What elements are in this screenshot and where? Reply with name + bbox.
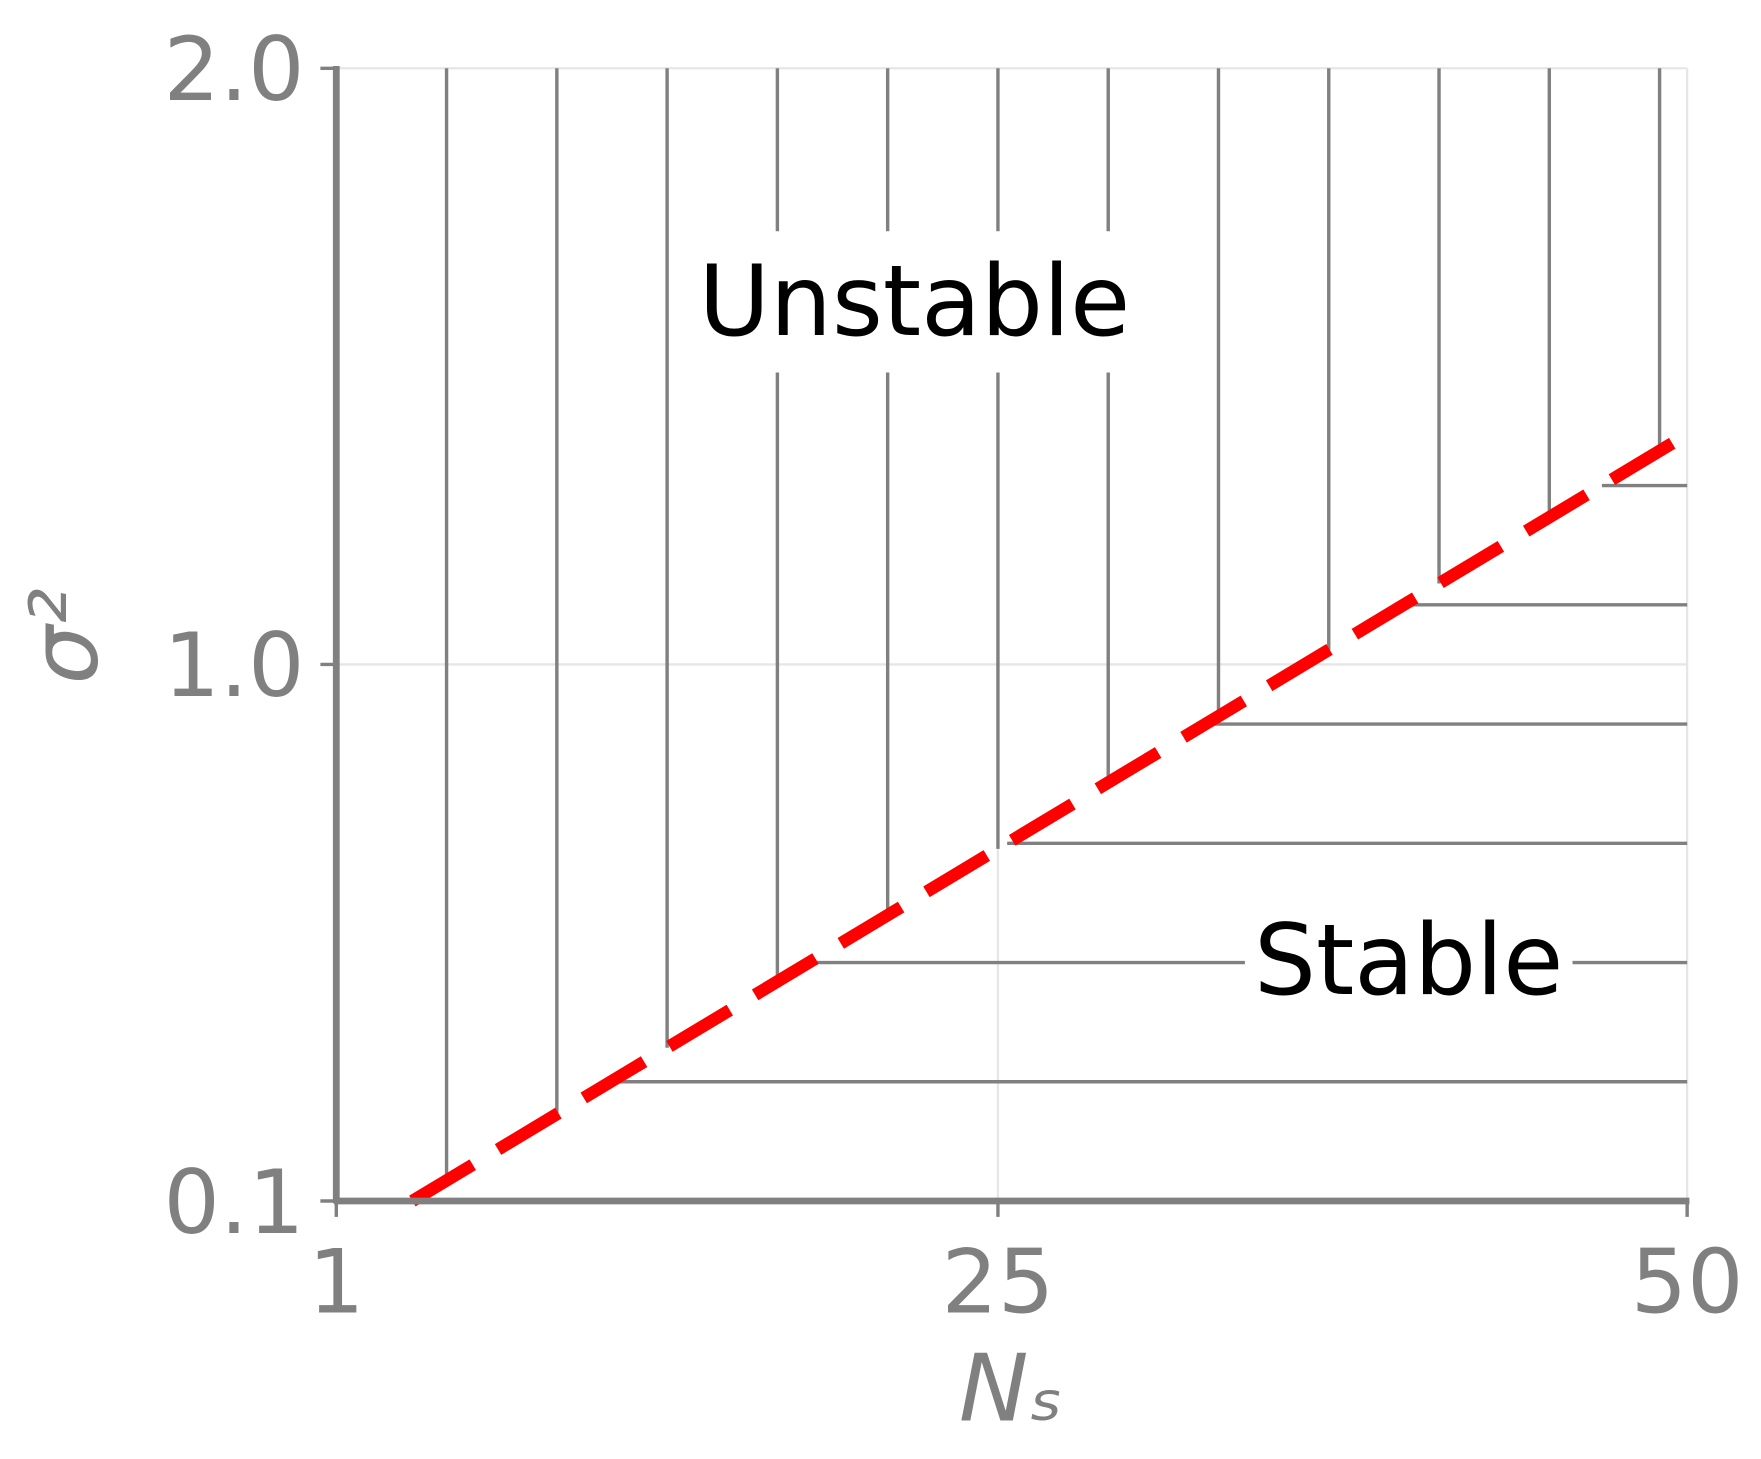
annotation-background [1244, 890, 1573, 1032]
annotation: Unstable [699, 245, 1131, 359]
x-tick-label: 25 [942, 1230, 1055, 1333]
boundary-line [409, 428, 1691, 1207]
y-tick-label: 2.0 [164, 18, 305, 121]
y-tick-label: 1.0 [164, 614, 305, 717]
annotation-background [689, 231, 1140, 373]
x-tick-label: 50 [1631, 1230, 1744, 1333]
y-tick-label: 0.1 [164, 1151, 305, 1254]
y-axis-label: σ² [11, 588, 119, 684]
x-tick-label: 1 [308, 1230, 364, 1333]
x-axis-label: Nₛ [959, 1334, 1063, 1442]
annotation: Stable [1254, 904, 1563, 1018]
